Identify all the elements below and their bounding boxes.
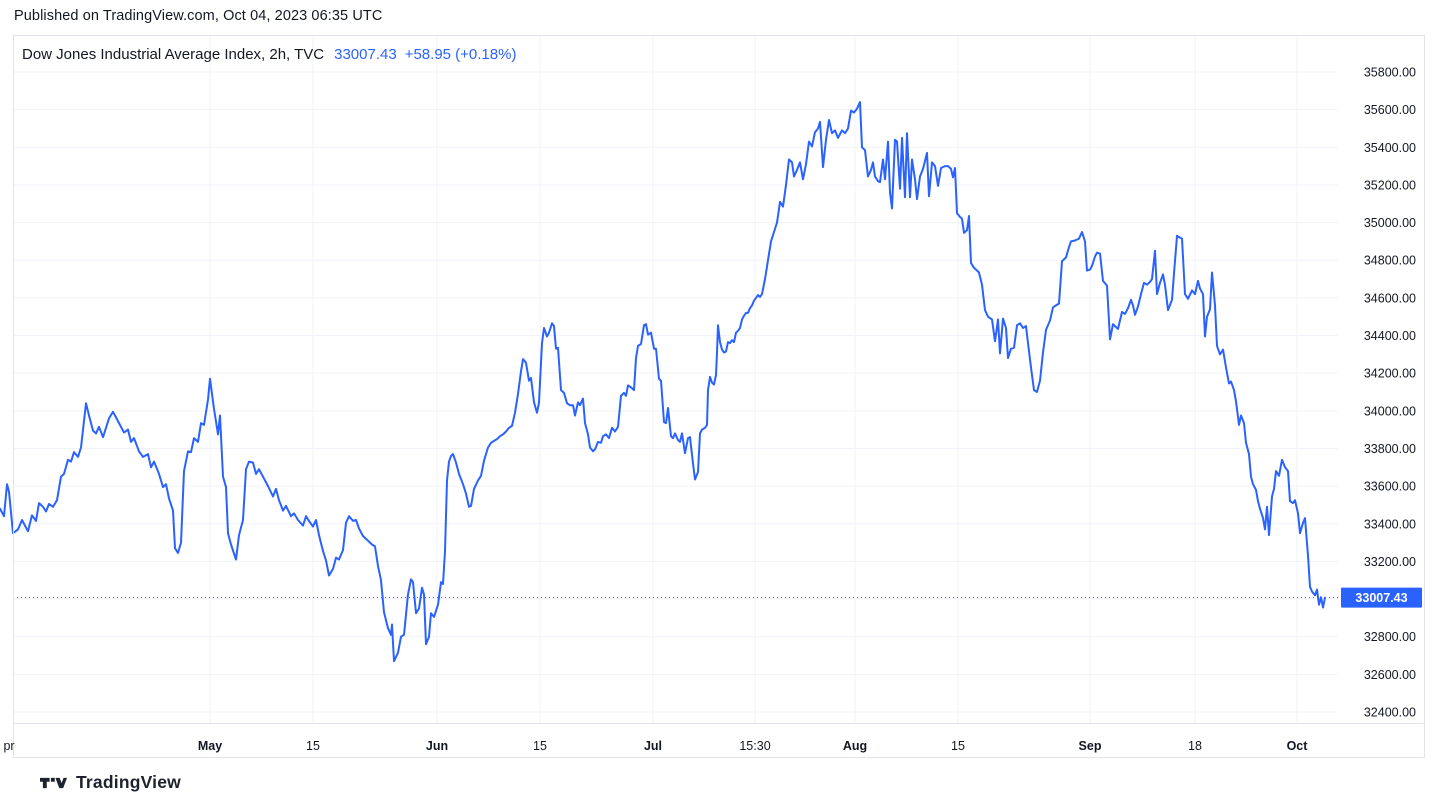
time-axis-label[interactable]: Sep (1079, 739, 1102, 753)
time-axis-label[interactable]: 15 (951, 739, 965, 753)
price-axis-label: 32400.00 (1364, 706, 1416, 720)
time-axis-label[interactable]: Oct (1287, 739, 1309, 753)
published-bar: Published on TradingView.com, Oct 04, 20… (14, 8, 383, 24)
time-axis-label[interactable]: 15 (306, 739, 320, 753)
time-axis-label[interactable]: pr (3, 739, 14, 753)
price-axis-label: 35400.00 (1364, 141, 1416, 155)
legend-change: +58.95 (+0.18%) (404, 46, 517, 63)
time-axis-label[interactable]: Aug (843, 739, 867, 753)
time-axis-label[interactable]: 18 (1188, 739, 1202, 753)
symbol-legend: Dow Jones Industrial Average Index, 2h, … (22, 46, 516, 63)
price-axis-label: 34600.00 (1364, 291, 1416, 305)
price-axis-label: 34000.00 (1364, 404, 1416, 418)
last-price-tag (1341, 587, 1422, 608)
price-line-series (0, 101, 1326, 663)
chart-border (13, 35, 1425, 758)
tradingview-logo-icon (40, 777, 67, 788)
price-axis-label: 34200.00 (1364, 367, 1416, 381)
legend-last-price: 33007.43 (334, 46, 397, 63)
time-axis-label[interactable]: Jun (426, 739, 448, 753)
price-axis-label: 33600.00 (1364, 480, 1416, 494)
price-axis-label: 32600.00 (1364, 668, 1416, 682)
price-axis-label: 34800.00 (1364, 254, 1416, 268)
price-axis-label: 35000.00 (1364, 216, 1416, 230)
time-axis-label[interactable]: Jul (644, 739, 662, 753)
price-axis-label: 34400.00 (1364, 329, 1416, 343)
price-axis-label: 33800.00 (1364, 442, 1416, 456)
price-axis-label: 32800.00 (1364, 630, 1416, 644)
price-axis-label: 35200.00 (1364, 178, 1416, 192)
price-axis-label: 35600.00 (1364, 103, 1416, 117)
time-axis-label[interactable]: May (198, 739, 222, 753)
price-axis-label: 35800.00 (1364, 66, 1416, 80)
tradingview-brand-text: TradingView (76, 772, 181, 792)
time-axis-label[interactable]: 15 (533, 739, 547, 753)
tradingview-logo[interactable]: TradingView (40, 772, 181, 793)
price-axis-label: 33400.00 (1364, 517, 1416, 531)
price-axis-label: 33200.00 (1364, 555, 1416, 569)
time-axis-label[interactable]: 15:30 (739, 739, 770, 753)
symbol-title: Dow Jones Industrial Average Index, 2h, … (22, 46, 325, 63)
last-price-tag-label: 33007.43 (1355, 591, 1407, 605)
